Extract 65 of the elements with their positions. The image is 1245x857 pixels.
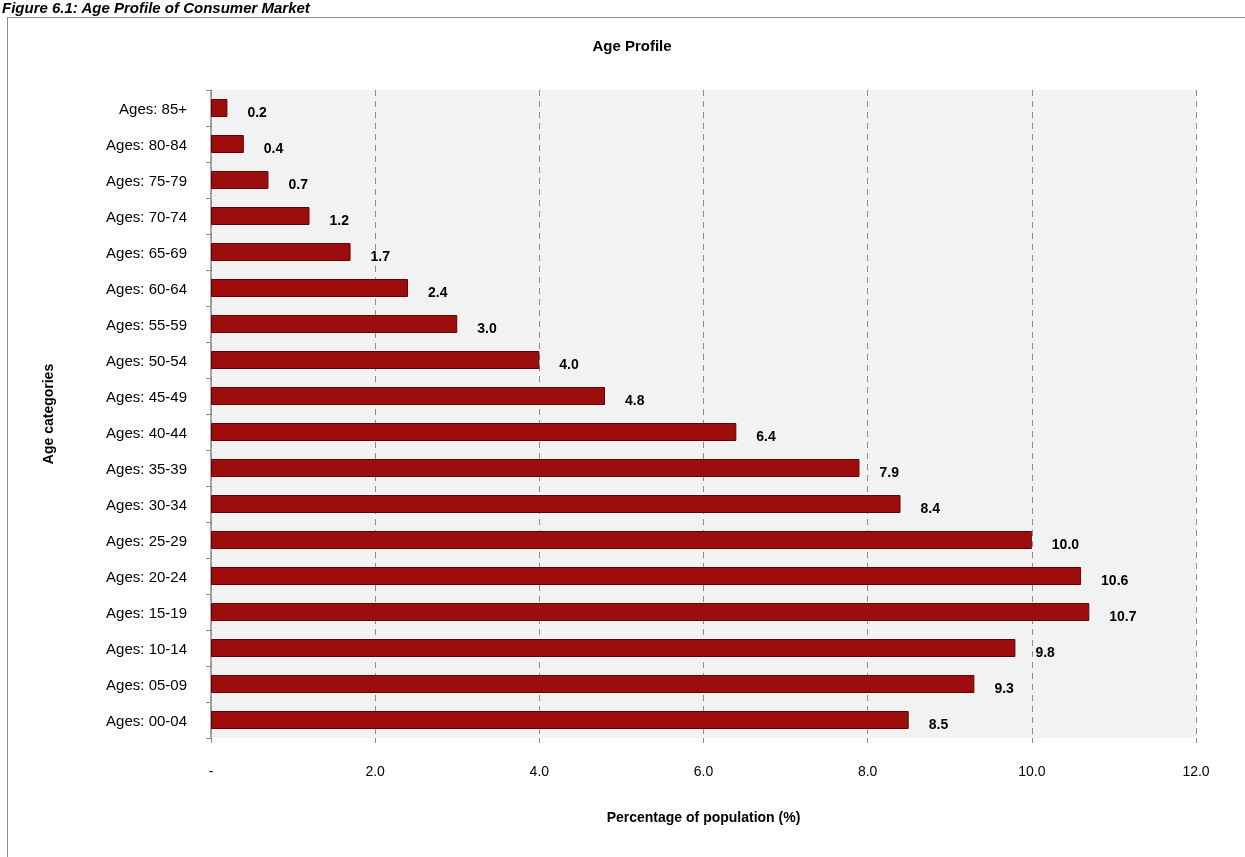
y-tick-label: Ages: 15-19 bbox=[106, 603, 187, 621]
x-tick-label: 10.0 bbox=[1018, 763, 1046, 779]
data-label: 10.7 bbox=[1109, 608, 1137, 624]
y-tick-label: Ages: 60-64 bbox=[106, 279, 187, 297]
bar bbox=[211, 639, 1016, 657]
bar bbox=[211, 387, 605, 405]
y-axis-title: Age categories bbox=[40, 363, 56, 465]
data-label: 1.7 bbox=[370, 248, 391, 264]
data-label: 3.0 bbox=[477, 320, 497, 336]
bar bbox=[211, 279, 408, 297]
bar bbox=[211, 531, 1032, 549]
y-tick-label: Ages: 25-29 bbox=[106, 531, 187, 549]
data-label: 10.0 bbox=[1051, 536, 1080, 552]
bar bbox=[211, 495, 901, 513]
data-label: 9.3 bbox=[994, 680, 1015, 696]
x-tick-label: - bbox=[208, 763, 214, 779]
data-label: 8.5 bbox=[928, 716, 949, 732]
caption: Figure 6.1: Age Profile of Consumer Market bbox=[2, 0, 310, 16]
bar bbox=[211, 711, 909, 729]
x-tick-label: 6.0 bbox=[693, 763, 714, 779]
x-tick-label: 4.0 bbox=[529, 763, 550, 779]
y-tick-label: Ages: 85+ bbox=[119, 99, 188, 117]
y-tick-label: Ages: 10-14 bbox=[106, 639, 187, 657]
data-label: 8.4 bbox=[920, 500, 941, 516]
bar bbox=[211, 99, 228, 117]
y-tick-label: Ages: 40-44 bbox=[106, 423, 187, 441]
y-tick-label: Ages: 05-09 bbox=[106, 675, 187, 693]
bar bbox=[211, 243, 351, 261]
bar bbox=[211, 207, 310, 225]
x-tick-label: 12.0 bbox=[1182, 763, 1210, 779]
bar bbox=[211, 135, 244, 153]
y-tick-label: Ages: 30-34 bbox=[106, 495, 187, 513]
bar bbox=[211, 351, 540, 369]
y-tick-label: Ages: 35-39 bbox=[106, 459, 187, 477]
data-label: 1.2 bbox=[329, 212, 350, 228]
y-tick-label: Ages: 00-04 bbox=[106, 711, 187, 729]
data-label: 0.4 bbox=[263, 140, 284, 156]
y-tick-label: Ages: 20-24 bbox=[106, 567, 187, 585]
data-label: 10.6 bbox=[1101, 572, 1129, 588]
data-label: 9.8 bbox=[1035, 644, 1056, 660]
y-tick-label: Ages: 75-79 bbox=[106, 171, 187, 189]
bar bbox=[211, 567, 1082, 585]
bar bbox=[211, 423, 737, 441]
y-tick-label: Ages: 65-69 bbox=[106, 243, 187, 261]
bar bbox=[211, 603, 1090, 621]
chart-title: Age Profile bbox=[592, 37, 672, 54]
data-label: 6.4 bbox=[756, 428, 777, 444]
x-tick-label: 2.0 bbox=[365, 763, 386, 779]
y-tick-label: Ages: 50-54 bbox=[106, 351, 187, 369]
y-tick-label: Ages: 70-74 bbox=[106, 207, 187, 225]
data-label: 0.7 bbox=[288, 176, 309, 192]
bar bbox=[211, 459, 860, 477]
x-axis-title: Percentage of population (%) bbox=[606, 809, 801, 825]
x-tick-label: 8.0 bbox=[857, 763, 878, 779]
y-tick-label: Ages: 80-84 bbox=[106, 135, 187, 153]
data-label: 4.0 bbox=[559, 356, 580, 372]
bar bbox=[211, 315, 458, 333]
data-label: 2.4 bbox=[428, 284, 448, 300]
bar bbox=[211, 675, 975, 693]
data-label: 4.8 bbox=[625, 392, 645, 408]
y-tick-label: Ages: 55-59 bbox=[106, 315, 187, 333]
y-tick-label: Ages: 45-49 bbox=[106, 387, 187, 405]
data-label: 0.2 bbox=[247, 104, 268, 120]
data-label: 7.9 bbox=[879, 464, 900, 480]
bar bbox=[211, 171, 269, 189]
